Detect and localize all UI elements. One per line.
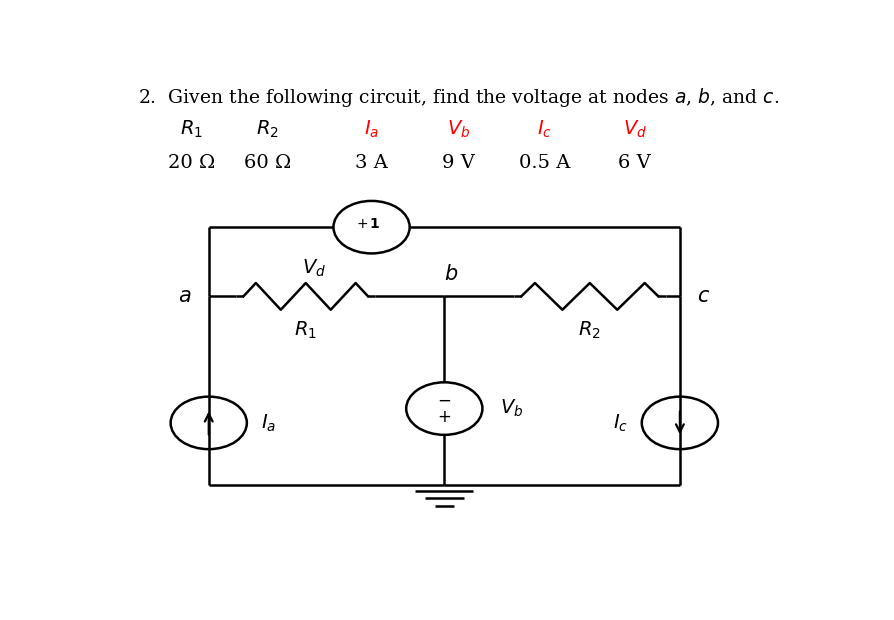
Text: 2.  Given the following circuit, find the voltage at nodes $a$, $b$, and $c$.: 2. Given the following circuit, find the… [138, 86, 779, 109]
Text: $I_a$: $I_a$ [261, 412, 276, 433]
Text: $V_d$: $V_d$ [623, 118, 647, 140]
Text: 6 V: 6 V [619, 154, 651, 172]
Text: $+\,\mathbf{1}$: $+\,\mathbf{1}$ [356, 217, 381, 231]
Text: $R_2$: $R_2$ [578, 319, 602, 340]
Text: 0.5 A: 0.5 A [519, 154, 570, 172]
Text: $V_b$: $V_b$ [446, 118, 470, 140]
Text: $I_c$: $I_c$ [537, 118, 552, 140]
Text: $V_b$: $V_b$ [500, 398, 523, 419]
Text: $R_1$: $R_1$ [294, 319, 317, 340]
Text: $+$: $+$ [437, 408, 451, 426]
Text: 60 Ω: 60 Ω [244, 154, 291, 172]
Text: $I_a$: $I_a$ [364, 118, 379, 140]
Text: 20 Ω: 20 Ω [168, 154, 215, 172]
Text: $I_c$: $I_c$ [613, 412, 628, 433]
Text: $R_1$: $R_1$ [180, 118, 203, 140]
Text: 9 V: 9 V [442, 154, 475, 172]
Text: $R_2$: $R_2$ [257, 118, 279, 140]
Text: $V_d$: $V_d$ [302, 258, 326, 280]
Text: $b$: $b$ [444, 265, 459, 285]
Text: 3 A: 3 A [355, 154, 388, 172]
Text: $-$: $-$ [437, 391, 451, 409]
Text: $a$: $a$ [178, 287, 191, 306]
Text: $c$: $c$ [697, 287, 711, 306]
